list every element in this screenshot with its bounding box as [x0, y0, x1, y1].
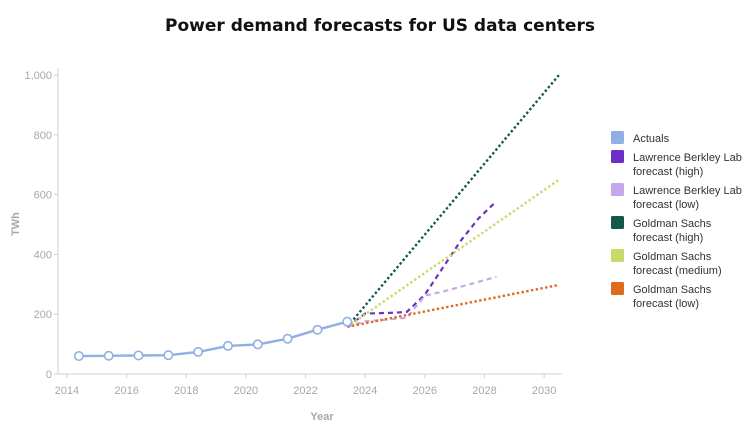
y-axis-ticks: 0 200 400 600 800 1,000 [24, 70, 58, 381]
x-axis-title: Year [310, 411, 334, 423]
data-point [193, 346, 204, 357]
x-tick-label: 2016 [114, 385, 138, 397]
legend-label: forecast (high) [633, 232, 703, 244]
legend-label: Actuals [633, 133, 670, 145]
legend-label: forecast (low) [633, 199, 699, 211]
legend-label: Goldman Sachs [633, 251, 712, 263]
data-point [133, 350, 144, 361]
legend-label: Goldman Sachs [633, 284, 712, 296]
legend-label: Lawrence Berkley Lab [633, 152, 742, 164]
data-point [163, 350, 174, 361]
x-tick-label: 2020 [234, 385, 258, 397]
legend-swatch [611, 216, 624, 229]
legend-swatch [611, 150, 624, 163]
data-point [222, 340, 233, 351]
legend-swatch [611, 249, 624, 262]
data-point [312, 324, 323, 335]
data-point [252, 339, 263, 350]
x-tick-label: 2028 [472, 385, 496, 397]
x-tick-label: 2014 [55, 385, 79, 397]
chart-axes [57, 68, 562, 375]
legend-item: Lawrence Berkley Lab forecast (high) [611, 150, 742, 178]
series-line-lawrence-berkley-lab-forecast-low [346, 275, 497, 328]
chart-series [73, 74, 560, 362]
y-tick-label: 800 [34, 130, 52, 142]
legend-item: Lawrence Berkley Lab forecast (low) [611, 183, 742, 211]
legend-swatch [611, 183, 624, 196]
legend-label: Lawrence Berkley Lab [633, 185, 742, 197]
x-tick-label: 2018 [174, 385, 198, 397]
y-tick-label: 200 [34, 309, 52, 321]
legend-label: forecast (medium) [633, 265, 722, 277]
x-tick-label: 2022 [293, 385, 317, 397]
chart-title: Power demand forecasts for US data cente… [165, 16, 595, 36]
y-tick-label: 600 [34, 190, 52, 202]
y-tick-label: 400 [34, 249, 52, 261]
y-axis-title: TWh [10, 212, 22, 236]
series-line-goldman-sachs-forecast-high [346, 74, 560, 328]
legend-item: Actuals [611, 131, 670, 145]
legend-swatch [611, 282, 624, 295]
y-tick-label: 0 [46, 369, 52, 381]
legend-label: forecast (high) [633, 166, 703, 178]
legend-item: Goldman Sachs forecast (high) [611, 216, 712, 244]
legend-item: Goldman Sachs forecast (low) [611, 282, 712, 310]
legend-swatch [611, 131, 624, 144]
y-tick-label: 1,000 [24, 70, 52, 82]
x-tick-label: 2026 [413, 385, 437, 397]
data-point [103, 350, 114, 361]
series-line-goldman-sachs-forecast-low [347, 283, 560, 328]
x-axis-ticks: 2014 2016 2018 2020 2022 2024 2026 2028 2030 [55, 374, 556, 397]
legend-label: Goldman Sachs [633, 218, 712, 230]
legend-item: Goldman Sachs forecast (medium) [611, 249, 722, 277]
x-tick-label: 2024 [353, 385, 377, 397]
series-line-lawrence-berkley-lab-forecast-high [346, 200, 498, 328]
data-point [342, 316, 353, 327]
legend: Actuals Lawrence Berkley Lab forecast (hig… [611, 131, 742, 310]
x-tick-label: 2030 [532, 385, 556, 397]
data-point [282, 333, 293, 344]
data-point [73, 351, 84, 362]
legend-label: forecast (low) [633, 298, 699, 310]
series-line-actuals [78, 320, 348, 358]
